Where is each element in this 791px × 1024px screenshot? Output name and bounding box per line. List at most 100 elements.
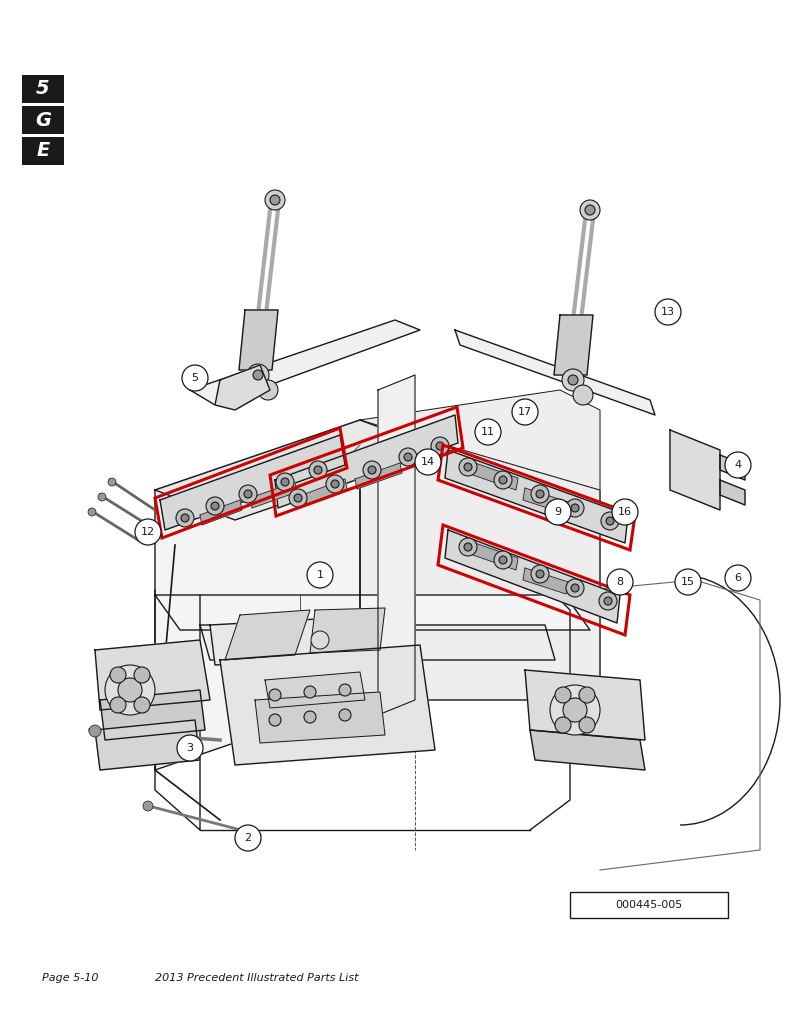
Polygon shape: [378, 375, 415, 715]
Polygon shape: [160, 435, 345, 530]
Circle shape: [276, 473, 294, 490]
Polygon shape: [190, 319, 420, 406]
Circle shape: [134, 667, 150, 683]
Text: 2: 2: [244, 833, 252, 843]
Circle shape: [566, 579, 584, 597]
Bar: [22, 106, 64, 134]
Circle shape: [339, 709, 351, 721]
Polygon shape: [455, 330, 655, 415]
Circle shape: [89, 725, 101, 737]
Circle shape: [545, 499, 571, 525]
Text: 5: 5: [36, 80, 50, 98]
Circle shape: [235, 825, 261, 851]
Circle shape: [607, 569, 633, 595]
Circle shape: [475, 419, 501, 445]
Polygon shape: [310, 608, 385, 653]
Circle shape: [550, 685, 600, 735]
Polygon shape: [720, 480, 745, 505]
Polygon shape: [220, 645, 435, 765]
Circle shape: [368, 466, 376, 474]
Polygon shape: [155, 595, 590, 630]
Text: 6: 6: [735, 573, 741, 583]
Circle shape: [309, 461, 327, 479]
Polygon shape: [215, 365, 270, 410]
Bar: [22, 75, 64, 103]
Circle shape: [269, 689, 281, 701]
Circle shape: [326, 475, 344, 493]
Circle shape: [304, 686, 316, 698]
Circle shape: [110, 667, 126, 683]
Circle shape: [675, 569, 701, 595]
Circle shape: [566, 499, 584, 517]
Text: 12: 12: [141, 527, 155, 537]
Circle shape: [98, 493, 106, 501]
Text: 5: 5: [191, 373, 199, 383]
Polygon shape: [525, 670, 645, 740]
Polygon shape: [200, 625, 555, 660]
Circle shape: [580, 200, 600, 220]
Circle shape: [415, 449, 441, 475]
Polygon shape: [523, 488, 568, 514]
Text: 000445-005: 000445-005: [615, 900, 683, 910]
Bar: [570, 892, 728, 918]
Polygon shape: [473, 543, 518, 570]
Bar: [22, 137, 64, 165]
Circle shape: [258, 380, 278, 400]
Text: 14: 14: [421, 457, 435, 467]
Circle shape: [459, 458, 477, 476]
Polygon shape: [530, 730, 645, 770]
Circle shape: [206, 497, 224, 515]
Circle shape: [599, 592, 617, 610]
Circle shape: [499, 556, 507, 564]
Circle shape: [585, 205, 595, 215]
Circle shape: [606, 517, 614, 525]
Circle shape: [289, 489, 307, 507]
Circle shape: [281, 478, 289, 486]
Circle shape: [105, 665, 155, 715]
Polygon shape: [360, 420, 600, 700]
Circle shape: [211, 502, 219, 510]
Polygon shape: [95, 640, 210, 710]
Text: 15: 15: [681, 577, 695, 587]
Polygon shape: [250, 482, 297, 508]
Polygon shape: [95, 720, 200, 770]
Polygon shape: [155, 420, 360, 770]
Circle shape: [143, 801, 153, 811]
Circle shape: [339, 684, 351, 696]
Circle shape: [294, 494, 302, 502]
Circle shape: [304, 711, 316, 723]
Circle shape: [247, 364, 269, 386]
Circle shape: [307, 562, 333, 588]
Circle shape: [110, 697, 126, 713]
Circle shape: [494, 551, 512, 569]
Text: 9: 9: [554, 507, 562, 517]
Circle shape: [314, 466, 322, 474]
Circle shape: [601, 512, 619, 530]
Polygon shape: [523, 568, 568, 594]
Circle shape: [725, 565, 751, 591]
Circle shape: [579, 687, 595, 703]
Circle shape: [253, 370, 263, 380]
Circle shape: [512, 399, 538, 425]
Polygon shape: [275, 415, 458, 508]
Polygon shape: [473, 463, 518, 490]
Polygon shape: [210, 615, 395, 665]
Text: E: E: [36, 141, 50, 161]
Text: 4: 4: [734, 460, 742, 470]
Circle shape: [464, 463, 472, 471]
Circle shape: [244, 490, 252, 498]
Circle shape: [270, 195, 280, 205]
Polygon shape: [200, 500, 242, 525]
Text: 16: 16: [618, 507, 632, 517]
Circle shape: [464, 543, 472, 551]
Polygon shape: [155, 420, 440, 520]
Circle shape: [239, 485, 257, 503]
Circle shape: [579, 717, 595, 733]
Polygon shape: [445, 450, 628, 543]
Circle shape: [436, 442, 444, 450]
Text: 13: 13: [661, 307, 675, 317]
Text: 11: 11: [481, 427, 495, 437]
Circle shape: [531, 485, 549, 503]
Circle shape: [265, 190, 285, 210]
Polygon shape: [554, 315, 593, 375]
